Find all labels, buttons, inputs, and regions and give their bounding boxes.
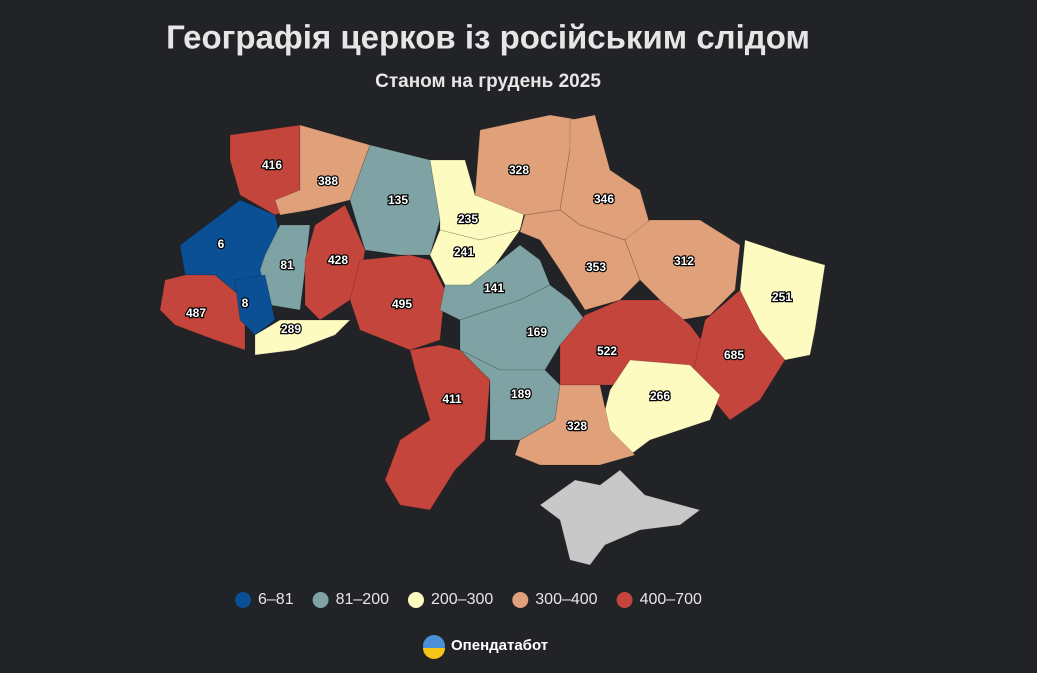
region-value: 6 [218, 237, 225, 251]
legend-swatch [616, 592, 633, 608]
region-value: 522 [597, 344, 617, 358]
brand-name: Опендатабот [451, 637, 548, 654]
region-value: 346 [594, 192, 614, 206]
region-value: 81 [280, 258, 294, 272]
legend-swatch [312, 592, 329, 608]
legend-label: 6–81 [258, 591, 294, 608]
region [234, 274, 276, 336]
region [254, 319, 351, 356]
region [274, 124, 371, 216]
region-value: 251 [772, 290, 792, 304]
region [259, 224, 311, 311]
title: Географія церков із російським слідом [166, 19, 810, 56]
region [514, 384, 636, 466]
region-value: 495 [392, 297, 412, 311]
region-value: 312 [674, 254, 694, 268]
region-value: 388 [318, 174, 338, 188]
regions [159, 114, 826, 511]
subtitle: Станом на грудень 2025 [375, 71, 601, 92]
brand-logo-part [423, 648, 445, 659]
legend-swatch [407, 592, 424, 608]
region [384, 344, 491, 511]
region-value: 411 [442, 392, 462, 406]
region-value: 135 [388, 193, 408, 207]
region-value: 416 [262, 158, 282, 172]
region-value: 189 [511, 387, 531, 401]
region-value: 169 [527, 325, 547, 339]
region-labels: 416 388 135 235 241 328 346 6 81 428 353 312 251 487 8… [185, 157, 794, 435]
region [599, 359, 721, 456]
legend-label: 400–700 [640, 591, 702, 608]
region-value: 685 [724, 348, 744, 362]
legend: 6–81 81–200 200–300 300–400 400–700 [235, 591, 702, 608]
legend-label: 81–200 [336, 591, 389, 608]
region-value: 428 [328, 253, 348, 267]
region-value: 289 [281, 322, 301, 336]
region [349, 254, 446, 351]
region-value: 266 [650, 389, 670, 403]
region-value: 241 [454, 245, 474, 259]
brand: Опендатабот [423, 635, 548, 659]
legend-label: 200–300 [431, 591, 493, 608]
region [624, 219, 741, 321]
region-value: 328 [567, 419, 587, 433]
region-value: 141 [484, 281, 504, 295]
region-value: 328 [509, 163, 529, 177]
region [349, 144, 441, 256]
legend-swatch [235, 592, 251, 608]
region-value: 8 [242, 296, 249, 310]
region [159, 274, 246, 351]
legend-label: 300–400 [535, 591, 597, 608]
legend-swatch [512, 592, 529, 608]
crimea [539, 469, 701, 566]
region-value: 353 [586, 260, 606, 274]
region-value: 487 [186, 306, 206, 320]
region-value: 235 [458, 212, 478, 226]
